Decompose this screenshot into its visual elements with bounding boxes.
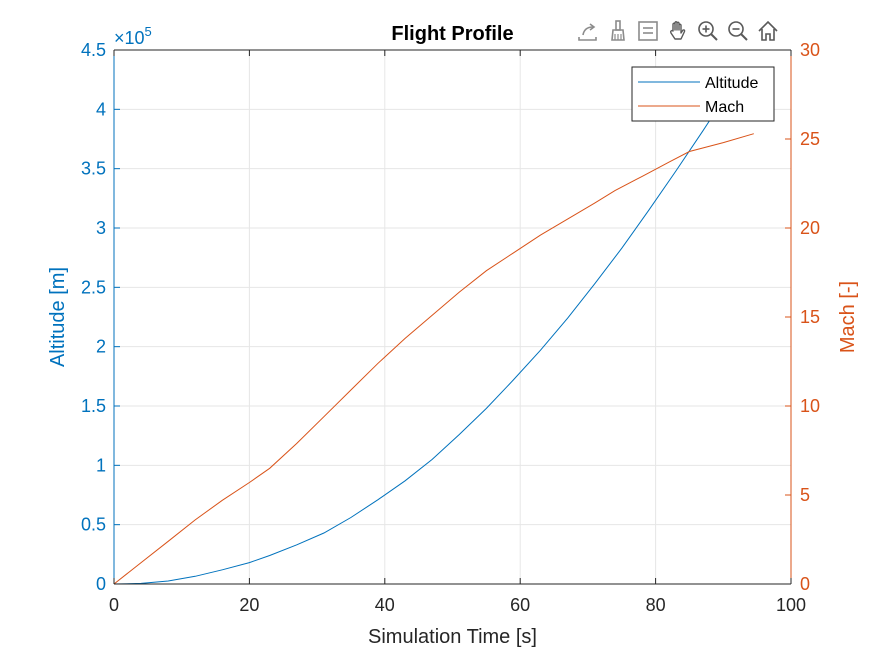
- left-tick-label: 3.5: [81, 159, 106, 179]
- left-axis-exponent: ×105: [114, 24, 152, 48]
- zoom-in-icon: [698, 21, 718, 41]
- export-icon: [578, 23, 597, 41]
- grid: [113, 49, 792, 585]
- legend[interactable]: Altitude Mach: [631, 66, 775, 122]
- home-button[interactable]: [754, 16, 782, 46]
- exponent-power: 5: [145, 24, 152, 39]
- home-icon: [758, 20, 778, 41]
- brush-button[interactable]: [604, 16, 632, 46]
- left-tick-label: 0.5: [81, 515, 106, 535]
- zoom-in-button[interactable]: [694, 16, 722, 46]
- right-tick-label: 15: [800, 307, 820, 327]
- brush-icon: [611, 20, 625, 41]
- legend-entry-mach: Mach: [705, 99, 744, 116]
- right-tick-label: 20: [800, 218, 820, 238]
- legend-box: [631, 66, 775, 122]
- right-tick-label: 0: [800, 574, 810, 594]
- datatip-icon: [638, 21, 658, 41]
- pan-button[interactable]: [664, 16, 692, 46]
- x-tick-label: 20: [239, 595, 259, 615]
- left-tick-label: 1.5: [81, 396, 106, 416]
- chart-title: Flight Profile: [391, 23, 513, 45]
- left-tick-label: 1: [96, 455, 106, 475]
- legend-entry-altitude: Altitude: [705, 75, 758, 92]
- zoom-out-icon: [728, 21, 748, 41]
- x-tick-label: 40: [375, 595, 395, 615]
- left-tick-label: 2.5: [81, 277, 106, 297]
- left-tick-label: 2: [96, 337, 106, 357]
- x-axis-label: Simulation Time [s]: [368, 626, 537, 648]
- axes-toolbar: [574, 16, 782, 46]
- left-y-axis: 0 0.5 1 1.5 2 2.5 3 3.5 4 4.5: [81, 40, 120, 594]
- x-axis: 0 20 40 60 80 100: [109, 49, 806, 615]
- left-tick-label: 3: [96, 218, 106, 238]
- right-tick-label: 10: [800, 396, 820, 416]
- right-tick-label: 5: [800, 485, 810, 505]
- export-button[interactable]: [574, 16, 602, 46]
- left-tick-label: 0: [96, 574, 106, 594]
- left-tick-label: 4: [96, 99, 106, 119]
- series-line-mach: [113, 133, 754, 585]
- left-y-axis-label: Altitude [m]: [47, 267, 69, 367]
- x-tick-label: 100: [776, 595, 806, 615]
- pan-hand-icon: [669, 21, 686, 40]
- exponent-base: ×10: [114, 28, 145, 48]
- right-y-axis-label: Mach [-]: [837, 281, 859, 353]
- plot-series: [113, 67, 754, 585]
- zoom-out-button[interactable]: [724, 16, 752, 46]
- right-tick-label: 30: [800, 40, 820, 60]
- x-tick-label: 0: [109, 595, 119, 615]
- x-tick-label: 60: [510, 595, 530, 615]
- left-tick-label: 4.5: [81, 40, 106, 60]
- datatip-button[interactable]: [634, 16, 662, 46]
- x-tick-label: 80: [646, 595, 666, 615]
- right-tick-label: 25: [800, 129, 820, 149]
- right-y-axis: 0 5 10 15 20 25 30: [785, 40, 820, 594]
- series-line-altitude: [113, 67, 745, 585]
